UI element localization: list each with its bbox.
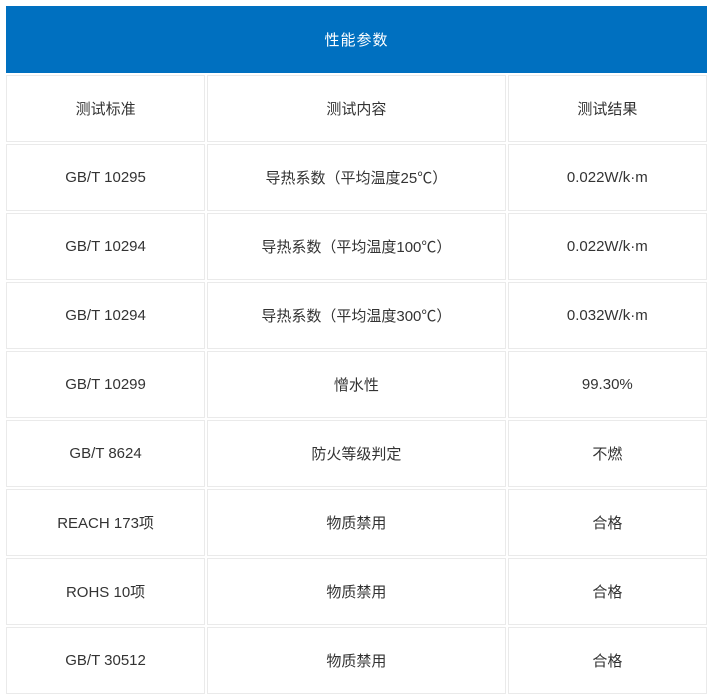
table-cell: 99.30% xyxy=(508,351,707,418)
table-cell: 导热系数（平均温度300℃） xyxy=(207,282,506,349)
column-header-standard: 测试标准 xyxy=(6,75,205,142)
table-row: GB/T 10299憎水性99.30% xyxy=(6,351,707,418)
table-title: 性能参数 xyxy=(6,6,707,73)
table-row: GB/T 8624防火等级判定不燃 xyxy=(6,420,707,487)
table-cell: 合格 xyxy=(508,627,707,694)
table-cell: ROHS 10项 xyxy=(6,558,205,625)
table-cell: 不燃 xyxy=(508,420,707,487)
table-cell: 合格 xyxy=(508,558,707,625)
table-cell: 物质禁用 xyxy=(207,558,506,625)
table-row: ROHS 10项物质禁用合格 xyxy=(6,558,707,625)
table-cell: 憎水性 xyxy=(207,351,506,418)
table-row: GB/T 10294导热系数（平均温度100℃）0.022W/k·m xyxy=(6,213,707,280)
table-cell: 物质禁用 xyxy=(207,489,506,556)
table-cell: GB/T 10294 xyxy=(6,282,205,349)
table-cell: 导热系数（平均温度100℃） xyxy=(207,213,506,280)
table-cell: 0.032W/k·m xyxy=(508,282,707,349)
table-cell: 合格 xyxy=(508,489,707,556)
table-cell: REACH 173项 xyxy=(6,489,205,556)
table-row: GB/T 10294导热系数（平均温度300℃）0.032W/k·m xyxy=(6,282,707,349)
column-header-result: 测试结果 xyxy=(508,75,707,142)
table-cell: 导热系数（平均温度25℃） xyxy=(207,144,506,211)
table-header-row: 测试标准 测试内容 测试结果 xyxy=(6,75,707,142)
table-cell: GB/T 10294 xyxy=(6,213,205,280)
table-cell: GB/T 10299 xyxy=(6,351,205,418)
table-cell: 物质禁用 xyxy=(207,627,506,694)
table-body: GB/T 10295导热系数（平均温度25℃）0.022W/k·mGB/T 10… xyxy=(6,144,707,694)
table-cell: 防火等级判定 xyxy=(207,420,506,487)
table-row: REACH 173项物质禁用合格 xyxy=(6,489,707,556)
column-header-content: 测试内容 xyxy=(207,75,506,142)
table-cell: GB/T 10295 xyxy=(6,144,205,211)
table-cell: 0.022W/k·m xyxy=(508,213,707,280)
table-cell: GB/T 30512 xyxy=(6,627,205,694)
table-cell: GB/T 8624 xyxy=(6,420,205,487)
table-row: GB/T 30512物质禁用合格 xyxy=(6,627,707,694)
table-cell: 0.022W/k·m xyxy=(508,144,707,211)
performance-parameters-table: 性能参数 测试标准 测试内容 测试结果 GB/T 10295导热系数（平均温度2… xyxy=(4,4,709,696)
table-row: GB/T 10295导热系数（平均温度25℃）0.022W/k·m xyxy=(6,144,707,211)
